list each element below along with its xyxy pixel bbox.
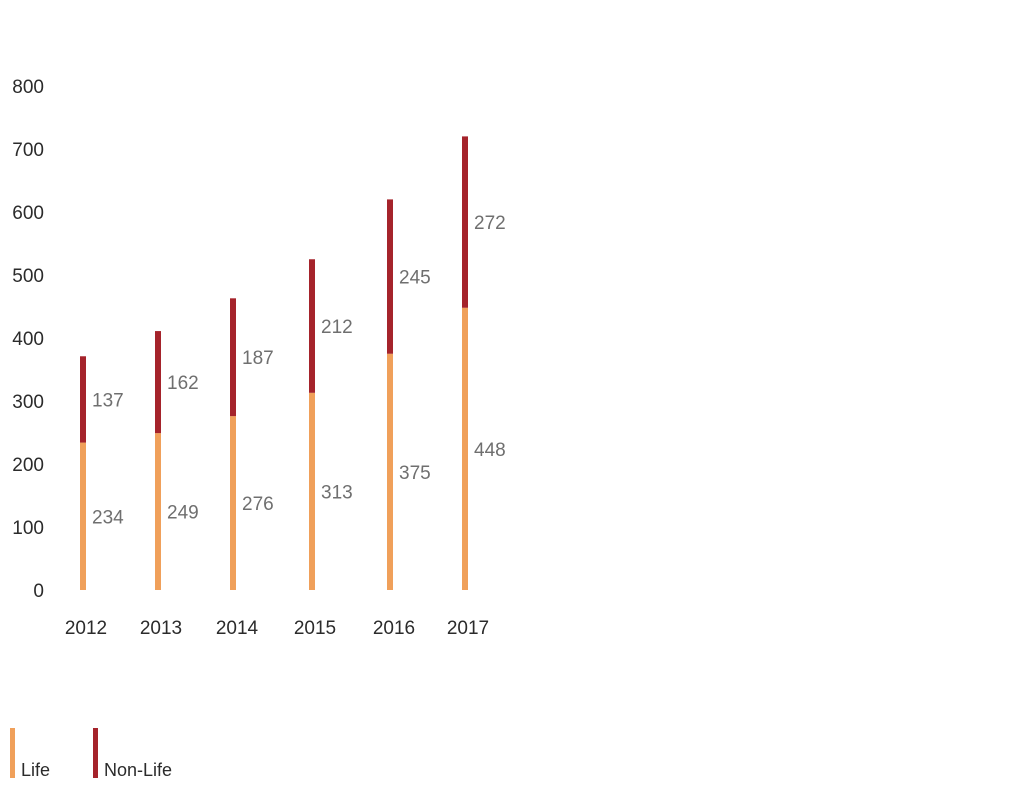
data-label-non-life: 245 bbox=[399, 268, 431, 289]
x-tick-label: 2013 bbox=[140, 618, 182, 639]
data-label-life: 313 bbox=[321, 482, 353, 503]
data-label-life: 276 bbox=[242, 494, 274, 515]
bar-segment-life bbox=[387, 353, 393, 590]
legend-swatch-life bbox=[10, 728, 15, 778]
y-tick-label: 700 bbox=[12, 140, 44, 161]
bar-segment-life bbox=[230, 416, 236, 590]
bar-segment-life bbox=[309, 392, 315, 590]
y-tick-label: 800 bbox=[12, 77, 44, 98]
legend-label-non-life: Non-Life bbox=[104, 760, 172, 780]
bar-segment-non-life bbox=[309, 259, 315, 393]
x-axis: 2012 2013 2014 2015 2016 2017 bbox=[65, 618, 489, 639]
y-tick-label: 500 bbox=[12, 266, 44, 287]
bar-segment-life bbox=[80, 442, 86, 590]
data-label-non-life: 137 bbox=[92, 390, 124, 411]
data-label-non-life: 187 bbox=[242, 348, 274, 369]
data-label-non-life: 272 bbox=[474, 213, 506, 234]
x-tick-label: 2016 bbox=[373, 618, 415, 639]
data-label-life: 375 bbox=[399, 463, 431, 484]
bar-segment-non-life bbox=[387, 199, 393, 354]
y-tick-label: 300 bbox=[12, 392, 44, 413]
bars bbox=[80, 136, 468, 590]
data-label-non-life: 162 bbox=[167, 373, 199, 394]
x-tick-label: 2012 bbox=[65, 618, 107, 639]
y-tick-label: 400 bbox=[12, 329, 44, 350]
x-tick-label: 2017 bbox=[447, 618, 489, 639]
y-tick-label: 100 bbox=[12, 518, 44, 539]
x-tick-label: 2015 bbox=[294, 618, 336, 639]
y-tick-label: 0 bbox=[33, 581, 44, 602]
bar-segment-non-life bbox=[155, 331, 161, 434]
y-tick-label: 200 bbox=[12, 455, 44, 476]
y-axis: 0 100 200 300 400 500 600 700 800 bbox=[12, 77, 44, 602]
data-label-non-life: 212 bbox=[321, 317, 353, 338]
legend: Life Non-Life bbox=[10, 728, 172, 780]
legend-swatch-non-life bbox=[93, 728, 98, 778]
bar-segment-non-life bbox=[80, 356, 86, 443]
x-tick-label: 2014 bbox=[216, 618, 259, 639]
bar-segment-non-life bbox=[230, 298, 236, 417]
data-label-life: 249 bbox=[167, 503, 199, 524]
bar-segment-non-life bbox=[462, 136, 468, 308]
data-label-life: 234 bbox=[92, 507, 124, 528]
legend-label-life: Life bbox=[21, 760, 50, 780]
bar-segment-life bbox=[155, 433, 161, 590]
y-tick-label: 600 bbox=[12, 203, 44, 224]
bar-segment-life bbox=[462, 307, 468, 590]
data-label-life: 448 bbox=[474, 440, 506, 461]
data-labels: 234 137 249 162 276 187 313 212 375 245 448 272 bbox=[92, 213, 506, 528]
